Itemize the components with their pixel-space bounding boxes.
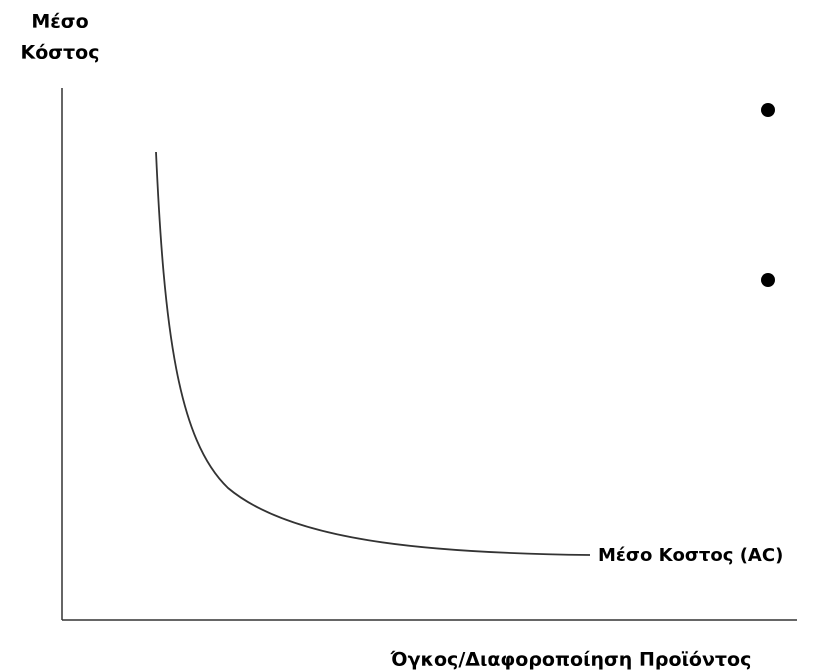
bullet (761, 273, 775, 287)
bullet (761, 103, 775, 117)
x-axis-label: Όγκος/Διαφοροποίηση Προϊόντος (390, 649, 752, 671)
y-axis-label-line: Κόστος (20, 42, 99, 64)
average-cost-curve (155, 151, 591, 556)
y-axis-label-line: Μέσο (31, 11, 88, 33)
curve-label: Μέσο Κοστος (AC) (598, 545, 783, 566)
